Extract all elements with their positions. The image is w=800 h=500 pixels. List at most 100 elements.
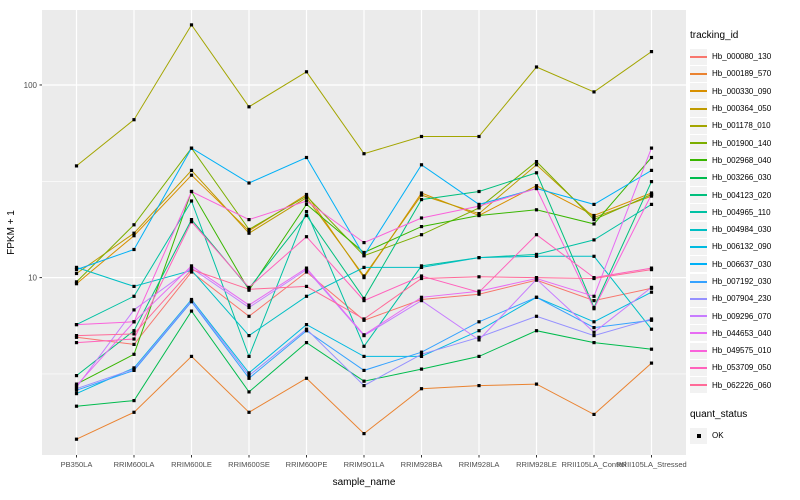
legend-color-line [690, 194, 707, 197]
svg-text:RRII105LA_Stressed: RRII105LA_Stressed [616, 460, 686, 469]
svg-text:RRIM600LE: RRIM600LE [171, 460, 212, 469]
legend-item-label: Hb_000189_570 [712, 69, 772, 79]
tracking-id-legend: tracking_id Hb_000080_130 Hb_000189_570 Hb… [690, 30, 798, 444]
legend-key [690, 169, 707, 186]
legend-item: Hb_000330_090 [690, 83, 798, 100]
legend-item-label: Hb_004984_030 [712, 225, 772, 235]
legend-key [690, 238, 707, 255]
legend-item: Hb_007192_030 [690, 273, 798, 290]
legend-key [690, 325, 707, 342]
legend-item: Hb_007904_230 [690, 290, 798, 307]
legend-item-label: Hb_049575_010 [712, 346, 772, 356]
legend-item-label: Hb_004123_020 [712, 190, 772, 200]
legend-item: Hb_006132_090 [690, 238, 798, 255]
legend-color-line [690, 55, 707, 58]
legend-key [690, 427, 707, 444]
y-axis-title: FPKM + 1 [6, 210, 17, 255]
legend-item: Hb_003266_030 [690, 169, 798, 186]
legend-color-line [690, 297, 707, 300]
legend-key [690, 152, 707, 169]
legend-color-line [690, 107, 707, 110]
x-axis: PB350LA RRIM600LA RRIM600LE RRIM600SE RRIM60… [61, 455, 687, 469]
legend-color-line [690, 280, 707, 283]
legend-key [690, 273, 707, 290]
legend-item-label: Hb_004965_110 [712, 207, 771, 217]
legend-item: Hb_001900_140 [690, 134, 798, 152]
quant-legend-title: quant_status [690, 408, 748, 420]
legend-color-line [690, 159, 707, 162]
legend-key [690, 83, 707, 100]
legend-key [690, 256, 707, 273]
legend-color-line [690, 245, 707, 248]
legend-color-line [690, 211, 707, 214]
svg-text:RRIM928BA: RRIM928BA [401, 460, 443, 469]
legend-color-line [690, 72, 707, 75]
legend-item-label: Hb_009296_070 [712, 311, 772, 321]
legend-item: Hb_004123_020 [690, 186, 798, 204]
legend-key [690, 135, 707, 152]
legend-color-line [690, 176, 707, 179]
legend-item-label: Hb_053709_050 [712, 363, 772, 373]
legend-key [690, 65, 707, 82]
svg-text:10: 10 [28, 273, 37, 282]
legend-key [690, 100, 707, 117]
legend-item: Hb_062226_060 [690, 377, 798, 394]
svg-text:RRIM928LA: RRIM928LA [459, 460, 500, 469]
legend-item-label: OK [712, 431, 724, 441]
legend-color-line [690, 349, 707, 352]
svg-text:RRII105LA_Control: RRII105LA_Control [561, 460, 626, 469]
legend-color-line [690, 384, 707, 387]
legend-item-label: Hb_006132_090 [712, 242, 772, 252]
svg-text:RRIM600PE: RRIM600PE [286, 460, 328, 469]
legend-item: Hb_000364_050 [690, 100, 798, 117]
legend-key [690, 342, 707, 359]
legend-item: Hb_002968_040 [690, 152, 798, 169]
legend-item: Hb_004965_110 [690, 204, 798, 221]
legend-item-label: Hb_000080_130 [712, 52, 772, 62]
legend-key [690, 308, 707, 325]
legend-item-label: Hb_000330_090 [712, 86, 772, 96]
svg-text:RRIM928LE: RRIM928LE [516, 460, 557, 469]
legend-item-label: Hb_007192_030 [712, 277, 772, 286]
legend-item: Hb_049575_010 [690, 342, 798, 359]
legend-key [690, 359, 707, 376]
legend-color-line [690, 142, 707, 145]
svg-text:PB350LA: PB350LA [61, 460, 93, 469]
legend-item: Hb_053709_050 [690, 359, 798, 376]
legend-color-line [690, 315, 707, 318]
svg-text:RRIM600LA: RRIM600LA [114, 460, 155, 469]
legend-item: Hb_006637_030 [690, 256, 798, 273]
legend-color-line [690, 124, 707, 127]
legend-item: Hb_009296_070 [690, 307, 798, 325]
legend-item: Hb_044653_040 [690, 325, 798, 342]
svg-text:RRIM600SE: RRIM600SE [228, 460, 270, 469]
legend-item-label: Hb_006637_030 [712, 259, 772, 269]
legend-key [690, 117, 707, 134]
quant-status-legend: quant_status OK [690, 409, 798, 444]
legend-item: Hb_000189_570 [690, 65, 798, 82]
svg-text:RRIM901LA: RRIM901LA [344, 460, 385, 469]
legend-color-line [690, 263, 707, 266]
black-square-marker-icon [696, 433, 701, 438]
legend-item-label: Hb_001900_140 [712, 138, 772, 148]
legend-title: tracking_id [690, 30, 739, 41]
legend-color-line [690, 90, 707, 93]
legend-key [690, 204, 707, 221]
legend-item: Hb_000080_130 [690, 48, 798, 65]
legend-color-line [690, 228, 707, 231]
legend-color-line [690, 332, 707, 335]
legend-item-label: Hb_062226_060 [712, 380, 772, 390]
data-points [74, 23, 654, 441]
legend-item-label: Hb_000364_050 [712, 104, 772, 114]
tracking-legend-items: Hb_000080_130 Hb_000189_570 Hb_000330_090 H… [690, 48, 798, 394]
legend-item-label: Hb_044653_040 [712, 328, 772, 338]
legend-key [690, 187, 707, 204]
legend-item-label: Hb_003266_030 [712, 173, 772, 183]
legend-key [690, 221, 707, 238]
legend-item-label: Hb_002968_040 [712, 155, 772, 165]
legend-item: OK [690, 427, 798, 444]
legend-key [690, 290, 707, 307]
svg-text:100: 100 [24, 81, 38, 90]
legend-item-label: Hb_001178_010 [712, 121, 771, 131]
